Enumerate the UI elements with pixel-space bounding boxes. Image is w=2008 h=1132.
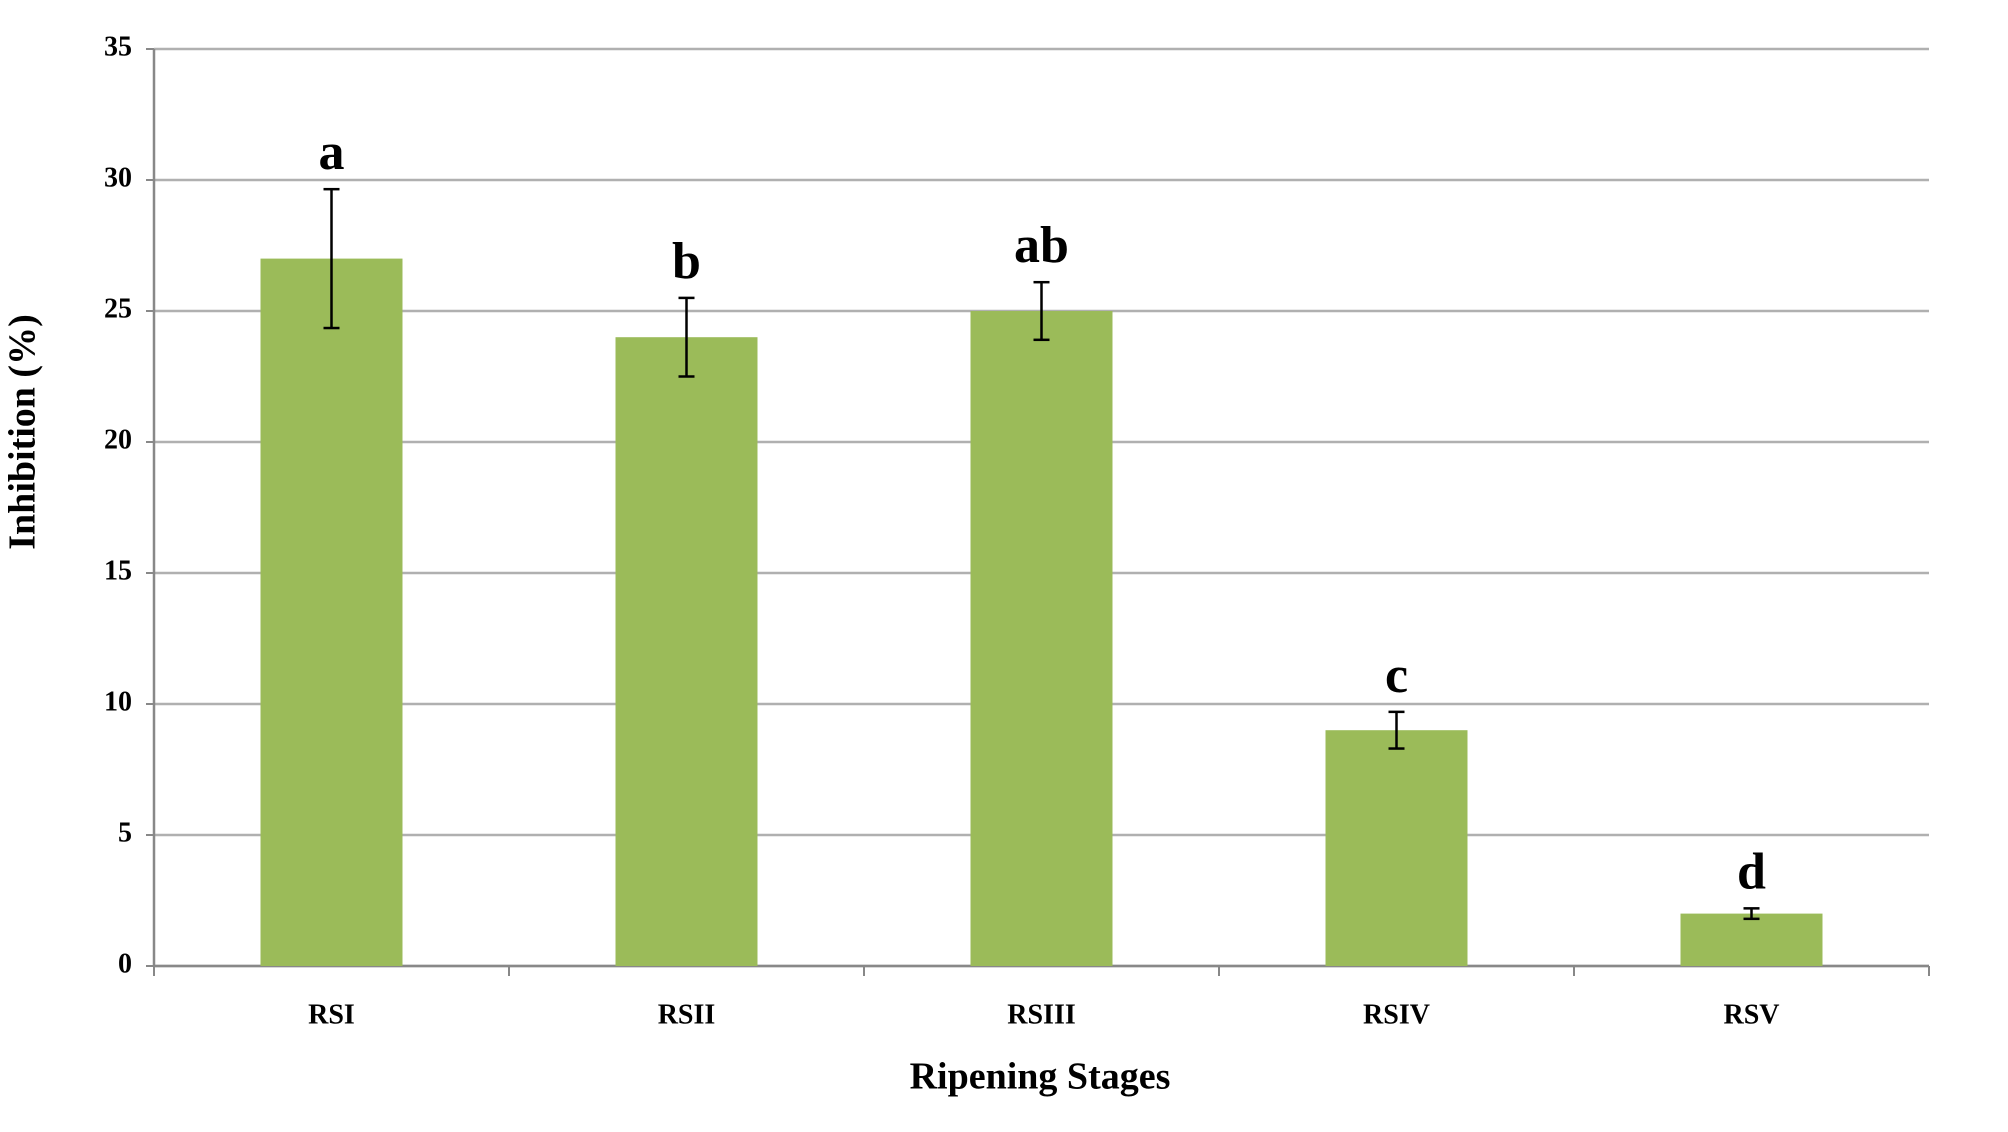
x-tick-label: RSIV: [1363, 999, 1430, 1030]
error-bar: [678, 296, 695, 378]
x-axis-title: Ripening Stages: [910, 1056, 1171, 1098]
significance-letter: a: [319, 124, 345, 181]
bar: [970, 311, 1113, 966]
y-tick-label: 25: [104, 293, 132, 324]
bar: [615, 337, 758, 966]
y-tick-label: 15: [104, 555, 132, 586]
y-tick-label: 0: [118, 948, 132, 979]
x-tick-label: RSIII: [1007, 999, 1075, 1030]
x-tick-label: RSV: [1723, 999, 1779, 1030]
significance-letter: c: [1385, 647, 1408, 704]
y-tick-label: 35: [104, 31, 132, 62]
bar: [1325, 730, 1468, 966]
x-tick-label: RSII: [658, 999, 716, 1030]
x-tick-label: RSI: [308, 999, 355, 1030]
y-tick-label: 5: [118, 817, 132, 848]
y-tick-label: 20: [104, 424, 132, 455]
bar: [1680, 913, 1823, 966]
error-bar: [323, 187, 340, 330]
significance-letter: b: [672, 233, 701, 290]
bar: [260, 258, 403, 967]
error-bar: [1743, 907, 1760, 921]
error-bar: [1388, 710, 1405, 750]
y-tick-label: 30: [104, 162, 132, 193]
significance-letter: ab: [1014, 217, 1069, 274]
y-tick-label: 10: [104, 686, 132, 717]
error-bar: [1033, 280, 1050, 342]
y-axis-title: Inhibition (%): [2, 314, 44, 549]
significance-letter: d: [1737, 843, 1766, 900]
